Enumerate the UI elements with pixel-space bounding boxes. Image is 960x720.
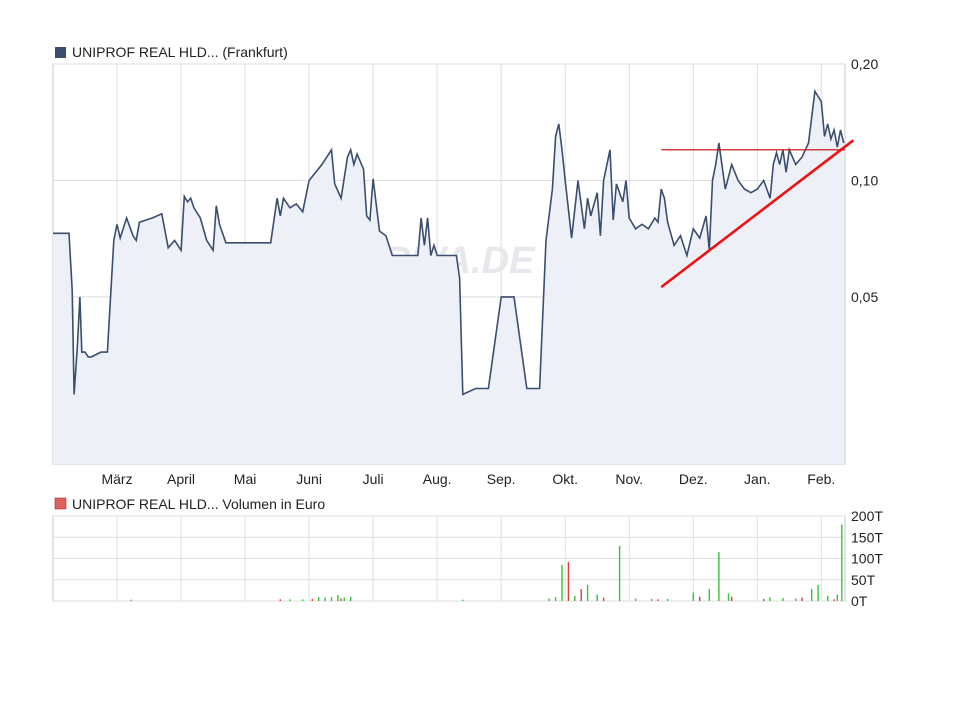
- price-x-tick-label: Aug.: [423, 471, 452, 487]
- volume-bar-up: [666, 598, 669, 601]
- volume-y-axis: 200T 150T 100T 50T 0T: [851, 508, 883, 609]
- volume-bar-up: [782, 598, 784, 601]
- volume-bar-up: [795, 598, 797, 601]
- volume-bar-down: [657, 599, 659, 601]
- volume-bar-up: [289, 599, 291, 601]
- volume-gridlines: [53, 515, 845, 602]
- price-x-axis: März April Mai Juni Juli Aug. Sep. Okt. Nov. Dez.…: [101, 471, 835, 487]
- volume-bars: [130, 524, 843, 602]
- volume-bar-up: [324, 597, 326, 601]
- price-x-tick-label: April: [167, 471, 195, 487]
- price-x-tick-label: Sep.: [487, 471, 516, 487]
- volume-bar-up: [350, 596, 352, 602]
- volume-bar-up: [811, 589, 813, 601]
- price-x-tick-label: Juni: [296, 471, 322, 487]
- volume-y-tick-label: 200T: [851, 508, 883, 524]
- price-panel: UNIPROF REAL HLD... (Frankfurt) ARIVA.DE…: [52, 44, 878, 487]
- volume-bar-up: [462, 599, 464, 601]
- volume-bar-down: [731, 596, 733, 602]
- volume-bar-up: [574, 595, 576, 601]
- volume-bar-up: [836, 594, 838, 601]
- volume-y-tick-label: 50T: [851, 572, 876, 588]
- volume-bar-up: [650, 598, 653, 601]
- volume-bar-down: [833, 599, 835, 601]
- price-x-tick-label: Jan.: [744, 471, 770, 487]
- volume-bar-up: [769, 597, 771, 601]
- volume-bar-up: [343, 597, 345, 601]
- volume-bar-up: [337, 595, 339, 601]
- rising-trend-line: [660, 139, 855, 289]
- volume-bar-up: [596, 594, 598, 601]
- volume-bar-up: [554, 597, 557, 601]
- price-area-fill: [53, 91, 844, 465]
- price-legend-swatch: [55, 47, 66, 58]
- volume-bar-up: [548, 598, 550, 601]
- price-y-tick-label: 0,10: [851, 172, 878, 188]
- volume-bar-up: [692, 592, 694, 601]
- volume-bar-down: [602, 597, 605, 601]
- volume-bar-up: [708, 589, 710, 601]
- price-x-tick-label: März: [101, 471, 132, 487]
- volume-bar-down: [567, 561, 570, 601]
- price-x-tick-label: Juli: [363, 471, 384, 487]
- volume-bar-up: [318, 597, 320, 601]
- volume-bar-down: [699, 596, 701, 602]
- volume-bar-down: [580, 589, 582, 601]
- price-x-tick-label: Nov.: [615, 471, 643, 487]
- volume-y-tick-label: 150T: [851, 529, 883, 545]
- price-legend-label: UNIPROF REAL HLD... (Frankfurt): [72, 44, 288, 60]
- volume-bar-down: [763, 598, 765, 601]
- price-x-tick-label: Feb.: [807, 471, 835, 487]
- price-y-tick-label: 0,05: [851, 289, 878, 305]
- volume-bar-up: [618, 545, 621, 602]
- volume-bar-up: [634, 598, 637, 601]
- volume-bar-up: [586, 584, 589, 601]
- volume-bar-up: [130, 599, 132, 601]
- price-y-axis: 0,20 0,10 0,05: [851, 56, 878, 305]
- volume-bar-down: [279, 599, 281, 601]
- volume-legend-label: UNIPROF REAL HLD... Volumen in Euro: [72, 496, 325, 512]
- volume-bar-up: [817, 584, 819, 601]
- price-y-tick-label: 0,20: [851, 56, 878, 72]
- price-x-tick-label: Dez.: [679, 471, 708, 487]
- volume-bar-up: [841, 524, 843, 601]
- volume-bar-up: [302, 599, 304, 601]
- price-x-tick-label: Okt.: [552, 471, 578, 487]
- volume-bar-down: [311, 598, 313, 601]
- volume-bar-up: [827, 595, 829, 601]
- price-series-line: [53, 88, 845, 396]
- volume-legend-swatch: [54, 497, 67, 510]
- volume-bar-up: [718, 552, 720, 601]
- volume-bar-up: [330, 597, 333, 601]
- volume-bar-up: [727, 593, 730, 601]
- volume-bar-up: [561, 564, 563, 601]
- price-x-tick-label: Mai: [234, 471, 257, 487]
- volume-bar-down: [801, 597, 803, 601]
- volume-y-tick-label: 100T: [851, 551, 883, 567]
- volume-panel: UNIPROF REAL HLD... Volumen in Euro 200T…: [52, 496, 883, 609]
- volume-bar-down: [340, 598, 342, 601]
- volume-y-tick-label: 0T: [851, 593, 868, 609]
